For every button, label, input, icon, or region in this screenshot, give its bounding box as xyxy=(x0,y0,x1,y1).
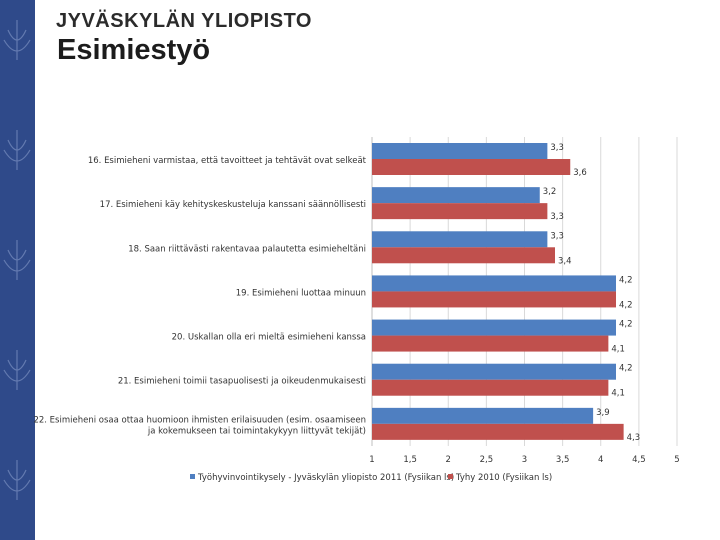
legend-label: Työhyvinvointikysely - Jyväskylän yliopi… xyxy=(197,473,454,483)
bar-series-2011 xyxy=(372,231,548,248)
data-label: 3,6 xyxy=(573,168,587,178)
data-label: 4,1 xyxy=(611,345,625,355)
chart-bars xyxy=(372,143,624,440)
data-label: 4,1 xyxy=(611,389,625,399)
bar-series-2011 xyxy=(372,143,548,159)
bar-series-2010 xyxy=(372,159,571,175)
category-label: 17. Esimieheni käy kehityskeskusteluja k… xyxy=(100,200,366,210)
chart-labels: 1 1,5 2 2,5 3 3,5 4 4,5 5 16. Esimieheni varmista… xyxy=(33,143,679,465)
data-label: 4,2 xyxy=(619,320,633,330)
legend-label: Tyhy 2010 (Fysiikan ls) xyxy=(455,473,552,483)
x-tick-label: 5 xyxy=(674,455,679,465)
category-label: 20. Uskallan olla eri mieltä esimieheni … xyxy=(172,333,366,343)
x-tick-label: 2,5 xyxy=(480,455,494,465)
university-emblem-pattern xyxy=(3,20,31,500)
bar-series-2011 xyxy=(372,275,616,292)
x-tick-label: 1 xyxy=(369,455,374,465)
bar-series-2011 xyxy=(372,407,594,424)
data-label: 3,3 xyxy=(550,231,564,241)
data-label: 4,2 xyxy=(619,300,633,310)
bar-series-2010 xyxy=(372,291,616,308)
x-tick-label: 4 xyxy=(598,455,603,465)
data-label: 4,2 xyxy=(619,364,633,374)
x-tick-label: 1,5 xyxy=(403,455,417,465)
category-label: ja kokemukseen tai toimintakykyyn liitty… xyxy=(147,426,366,436)
data-label: 3,2 xyxy=(543,187,557,197)
sidebar-band xyxy=(0,0,35,540)
data-label: 3,3 xyxy=(550,212,564,222)
category-label: 16. Esimieheni varmistaa, että tavoittee… xyxy=(88,156,367,166)
bar-series-2010 xyxy=(372,203,548,220)
category-label: 21. Esimieheni toimii tasapuolisesti ja … xyxy=(118,377,366,387)
data-label: 3,3 xyxy=(550,143,564,153)
category-label: 22. Esimieheni osaa ottaa huomioon ihmis… xyxy=(33,415,366,425)
bar-series-2011 xyxy=(372,319,616,336)
bar-series-2011 xyxy=(372,187,540,204)
data-label: 4,2 xyxy=(619,275,633,285)
data-label: 3,4 xyxy=(558,256,572,266)
bar-series-2010 xyxy=(372,247,555,264)
bar-series-2010 xyxy=(372,335,609,352)
data-label: 4,3 xyxy=(627,433,641,443)
x-tick-label: 2 xyxy=(446,455,451,465)
category-label: 19. Esimieheni luottaa minuun xyxy=(236,288,366,298)
legend-swatch xyxy=(190,474,195,479)
x-tick-label: 4,5 xyxy=(632,455,646,465)
page-title: Esimiestyö xyxy=(57,34,211,66)
bar-series-2010 xyxy=(372,423,624,440)
x-tick-label: 3 xyxy=(522,455,527,465)
chart-legend: Työhyvinvointikysely - Jyväskylän yliopi… xyxy=(190,473,552,483)
category-label: 18. Saan riittävästi rakentavaa palautet… xyxy=(128,244,366,254)
x-tick-label: 3,5 xyxy=(556,455,570,465)
legend-swatch xyxy=(448,474,453,479)
university-logo-text: JYVÄSKYLÄN YLIOPISTO xyxy=(56,10,312,32)
data-label: 3,9 xyxy=(596,408,610,418)
bar-series-2011 xyxy=(372,363,616,380)
bar-series-2010 xyxy=(372,379,609,396)
